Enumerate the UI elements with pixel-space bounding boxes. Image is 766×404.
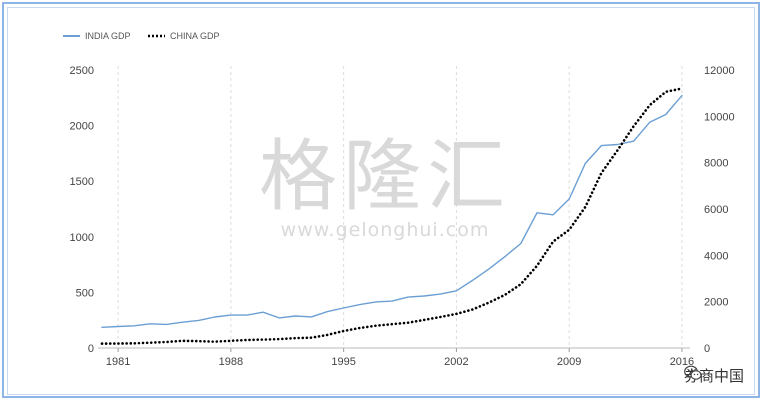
y-left-tick-label: 2500: [70, 65, 94, 77]
y-axis-right: 0 2000 4000 6000 8000 10000 12000: [704, 65, 735, 355]
chart-inner-frame: [7, 7, 755, 395]
y-axis-left: 0 500 1000 1500 2000 2500: [70, 65, 94, 355]
wechat-icon: [684, 365, 702, 380]
y-right-tick-label: 2000: [704, 297, 728, 309]
x-tick-label: 2009: [557, 356, 581, 368]
x-tick-label: 2002: [444, 356, 468, 368]
x-tick-label: 1995: [331, 356, 355, 368]
series-line-india: [101, 94, 683, 328]
x-tick-label: 1988: [219, 356, 243, 368]
legend-label-india: INDIA GDP: [85, 31, 131, 41]
y-left-tick-label: 0: [88, 343, 94, 355]
x-axis: 1981 1988 1995 2002 2009 2016: [98, 347, 694, 368]
y-right-tick-label: 0: [704, 343, 710, 355]
y-right-tick-label: 4000: [704, 250, 728, 262]
watermark: 格隆汇 www.gelonghui.com: [259, 132, 511, 241]
y-left-tick-label: 1000: [70, 232, 94, 244]
legend-label-china: CHINA GDP: [170, 31, 220, 41]
y-left-tick-label: 1500: [70, 176, 94, 188]
series-line-china: [100, 87, 684, 345]
y-right-tick-label: 8000: [704, 158, 728, 170]
y-right-tick-label: 12000: [704, 65, 735, 77]
y-left-tick-label: 500: [76, 287, 94, 299]
watermark-sub: www.gelonghui.com: [281, 219, 490, 241]
y-left-tick-label: 2000: [70, 121, 94, 133]
series-lines: [100, 87, 684, 345]
y-right-tick-label: 6000: [704, 204, 728, 216]
x-tick-label: 1981: [106, 356, 130, 368]
brand-badge: 券商中国: [684, 365, 744, 386]
y-right-tick-label: 10000: [704, 111, 735, 123]
x-tick-label: 2016: [670, 356, 694, 368]
chart-frame: [2, 2, 760, 398]
legend: INDIA GDP CHINA GDP: [63, 31, 220, 41]
watermark-main: 格隆汇: [259, 132, 511, 222]
grid-lines: [117, 66, 683, 348]
